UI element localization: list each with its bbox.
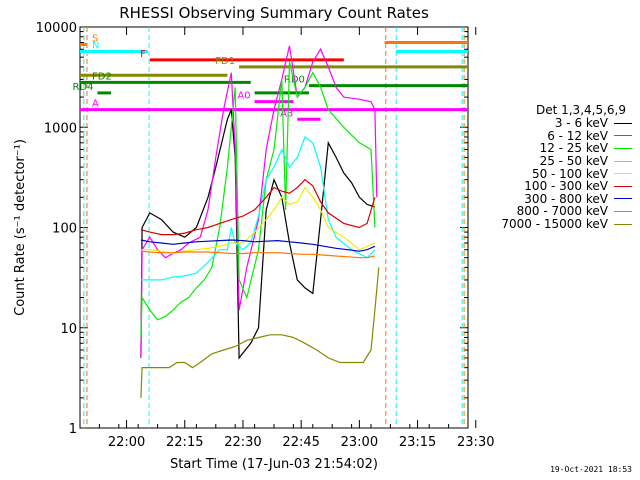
legend-entry: 25 - 50 keV <box>476 155 636 168</box>
legend-entry: 50 - 100 keV <box>476 167 636 180</box>
series-line-3-6-kev <box>140 109 376 360</box>
legend-label: 50 - 100 keV <box>531 166 608 181</box>
y-tick-label: 100 <box>52 222 77 237</box>
series-line-800-7000-kev <box>140 250 376 259</box>
state-label: A0 <box>237 91 250 102</box>
legend-label: 6 - 12 keV <box>547 128 608 143</box>
x-tick-label: 22:45 <box>282 435 319 450</box>
legend-swatch <box>614 122 632 124</box>
state-label: A <box>92 99 99 110</box>
legend-entry: 3 - 6 keV <box>476 117 636 130</box>
state-label: A3 <box>280 108 293 119</box>
legend-swatch <box>614 185 632 187</box>
legend-swatch <box>614 210 632 212</box>
legend-label: 25 - 50 keV <box>539 154 608 169</box>
series-line-12-25-kev <box>140 61 376 338</box>
x-tick-label: 23:00 <box>341 435 378 450</box>
state-label: S <box>92 33 98 44</box>
state-label: N <box>92 40 99 51</box>
legend-swatch <box>614 223 632 225</box>
legend-entry: 12 - 25 keV <box>476 142 636 155</box>
y-tick-label: 10000 <box>36 21 77 36</box>
x-tick-label: 22:30 <box>224 435 261 450</box>
series-line-300-800-kev <box>140 239 376 252</box>
legend-label: 800 - 7000 keV <box>516 204 608 219</box>
x-tick-label: 22:15 <box>166 435 203 450</box>
x-tick-label: 23:15 <box>399 435 436 450</box>
legend-label: 100 - 300 keV <box>524 179 608 194</box>
legend-swatch <box>614 198 632 200</box>
chart-legend: Det 1,3,4,5,6,9 3 - 6 keV 6 - 12 keV 12 - … <box>476 104 636 230</box>
state-label: RD4 <box>72 82 93 93</box>
legend-title: Det 1,3,4,5,6,9 <box>535 103 626 117</box>
y-tick-label: 10 <box>60 322 77 337</box>
chart-title: RHESSI Observing Summary Count Rates <box>119 4 429 22</box>
legend-swatch <box>614 173 632 175</box>
legend-label: 7000 - 15000 keV <box>501 217 608 232</box>
series-line-25-50-kev <box>140 136 376 281</box>
legend-entry: 7000 - 15000 keV <box>476 218 636 231</box>
render-timestamp: 19-Oct-2021 18:53 <box>550 465 632 474</box>
legend-swatch <box>614 135 632 137</box>
legend-entry: 100 - 300 keV <box>476 180 636 193</box>
legend-label: 3 - 6 keV <box>554 116 608 131</box>
legend-swatch <box>614 147 632 149</box>
state-label: F <box>140 49 146 60</box>
state-label: FD1 <box>215 56 235 67</box>
y-tick-label: 1 <box>69 422 77 437</box>
legend-entry: 800 - 7000 keV <box>476 205 636 218</box>
x-axis-label: Start Time (17-Jun-03 21:54:02) <box>170 457 378 472</box>
state-label: FD2 <box>92 71 112 82</box>
legend-label: 300 - 800 keV <box>524 191 608 206</box>
legend-entry: 300 - 800 keV <box>476 193 636 206</box>
y-axis-label: Count Rate (s⁻¹ detector⁻¹) <box>13 139 28 316</box>
series-line-7000-15000-kev <box>140 267 380 398</box>
plot-frame <box>79 26 469 429</box>
y-tick-label: 1000 <box>44 121 77 136</box>
legend-label: 12 - 25 keV <box>539 141 608 156</box>
x-tick-label: 22:00 <box>108 435 145 450</box>
legend-entry: 6 - 12 keV <box>476 130 636 143</box>
x-tick-label: 23:30 <box>457 435 494 450</box>
legend-swatch <box>614 160 632 162</box>
series-line-100-300-kev <box>140 178 376 236</box>
